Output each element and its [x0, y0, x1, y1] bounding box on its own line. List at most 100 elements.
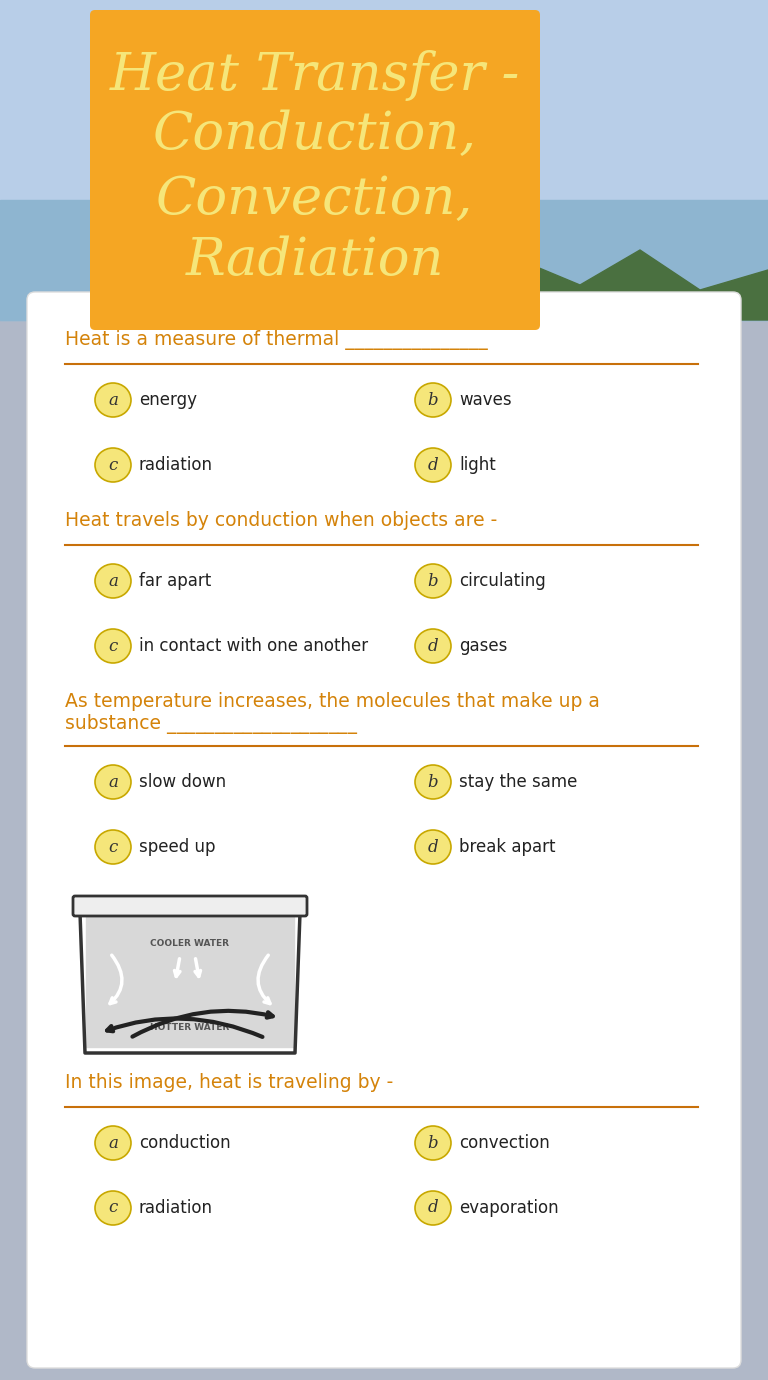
Ellipse shape — [415, 829, 451, 864]
Text: d: d — [428, 1199, 439, 1217]
Bar — [0, 87, 768, 90]
Bar — [0, 218, 768, 221]
Bar — [0, 153, 768, 157]
Bar — [0, 44, 768, 48]
Bar — [0, 19, 768, 22]
Text: Heat Transfer -: Heat Transfer - — [110, 50, 520, 101]
Bar — [0, 163, 768, 167]
FancyBboxPatch shape — [27, 293, 741, 1368]
Ellipse shape — [95, 384, 131, 417]
Bar — [0, 310, 768, 313]
Bar — [0, 275, 768, 279]
Text: break apart: break apart — [459, 838, 555, 856]
Bar — [0, 230, 768, 233]
Text: In this image, heat is traveling by -: In this image, heat is traveling by - — [65, 1074, 393, 1092]
Text: a: a — [108, 392, 118, 408]
Bar — [0, 39, 768, 41]
Ellipse shape — [95, 1191, 131, 1225]
Text: evaporation: evaporation — [459, 1199, 558, 1217]
Bar — [0, 0, 768, 320]
Bar — [0, 0, 768, 3]
Bar — [86, 916, 294, 1047]
Bar — [0, 148, 768, 150]
Ellipse shape — [415, 448, 451, 482]
Bar — [0, 124, 768, 128]
Bar — [0, 284, 768, 288]
Ellipse shape — [415, 384, 451, 417]
Bar — [0, 58, 768, 61]
Bar — [0, 97, 768, 99]
Bar — [0, 204, 768, 208]
Bar — [0, 41, 768, 46]
Bar — [0, 182, 768, 186]
Bar — [0, 208, 768, 211]
Ellipse shape — [95, 564, 131, 598]
Bar — [0, 32, 768, 36]
Bar — [0, 170, 768, 172]
Bar — [0, 259, 768, 262]
Text: a: a — [108, 573, 118, 589]
Bar — [0, 294, 768, 298]
Ellipse shape — [415, 765, 451, 799]
Bar — [0, 211, 768, 214]
Text: light: light — [459, 455, 496, 473]
Bar — [0, 224, 768, 228]
Bar — [0, 54, 768, 58]
Bar — [0, 92, 768, 97]
Bar — [0, 119, 768, 121]
FancyBboxPatch shape — [73, 896, 307, 916]
Bar — [0, 200, 768, 320]
Text: b: b — [428, 392, 439, 408]
Text: speed up: speed up — [139, 838, 216, 856]
Bar — [0, 141, 768, 144]
Bar — [0, 150, 768, 153]
Bar — [0, 228, 768, 230]
Bar — [0, 106, 768, 109]
Ellipse shape — [95, 629, 131, 662]
Bar — [0, 304, 768, 308]
Bar — [0, 115, 768, 119]
Bar — [0, 61, 768, 63]
Text: slow down: slow down — [139, 773, 226, 791]
Bar — [0, 189, 768, 192]
Text: COOLER WATER: COOLER WATER — [151, 938, 230, 948]
Bar — [0, 138, 768, 141]
Ellipse shape — [95, 1126, 131, 1161]
Bar — [0, 80, 768, 83]
Ellipse shape — [95, 765, 131, 799]
Bar — [0, 317, 768, 320]
Bar — [0, 257, 768, 259]
Bar — [0, 313, 768, 317]
Text: c: c — [108, 457, 118, 473]
Bar — [0, 298, 768, 301]
Text: d: d — [428, 638, 439, 654]
Bar — [0, 134, 768, 138]
Bar — [0, 243, 768, 247]
Bar — [0, 109, 768, 112]
Bar — [0, 7, 768, 10]
Text: c: c — [108, 839, 118, 856]
Bar — [0, 237, 768, 240]
Ellipse shape — [95, 829, 131, 864]
Ellipse shape — [415, 1191, 451, 1225]
Bar — [0, 102, 768, 106]
Bar — [0, 308, 768, 310]
Bar — [0, 112, 768, 116]
Text: d: d — [428, 839, 439, 856]
Text: a: a — [108, 1134, 118, 1151]
Bar — [0, 253, 768, 257]
Bar — [0, 185, 768, 189]
Bar — [0, 247, 768, 250]
Bar — [0, 167, 768, 170]
Bar — [0, 172, 768, 177]
Ellipse shape — [95, 448, 131, 482]
Text: d: d — [428, 457, 439, 473]
Text: c: c — [108, 638, 118, 654]
Text: Heat travels by conduction when objects are -: Heat travels by conduction when objects … — [65, 511, 497, 530]
Bar — [0, 26, 768, 29]
Bar — [0, 262, 768, 266]
Bar — [0, 68, 768, 70]
Text: As temperature increases, the molecules that make up a
substance _______________: As temperature increases, the molecules … — [65, 691, 600, 734]
Text: Conduction,: Conduction, — [153, 109, 477, 160]
Bar — [0, 279, 768, 282]
